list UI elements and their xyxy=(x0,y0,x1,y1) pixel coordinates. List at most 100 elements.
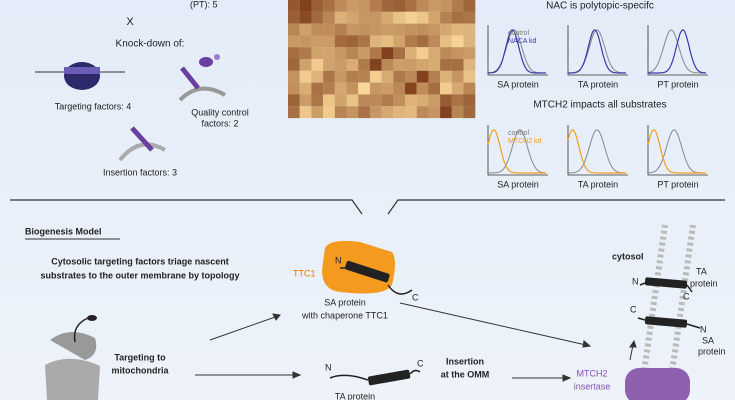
heatmap-cell xyxy=(381,47,394,60)
heatmap-cell xyxy=(311,11,324,24)
heatmap-cell xyxy=(451,35,464,48)
heatmap-cell xyxy=(369,106,382,119)
heatmap-cell xyxy=(323,106,335,119)
heatmap-cell xyxy=(299,106,312,119)
heatmap-cell xyxy=(311,47,324,60)
heatmap-cell xyxy=(416,47,429,60)
control-curve xyxy=(488,129,547,174)
heatmap-cell xyxy=(346,70,359,83)
heatmap-cell xyxy=(346,59,359,71)
heatmap-cell xyxy=(463,23,476,36)
heatmap-cell xyxy=(416,35,429,48)
heatmap-cell xyxy=(381,106,394,119)
plot-axis xyxy=(567,125,628,176)
heatmap-cell xyxy=(428,35,441,48)
heatmap-cell xyxy=(393,23,406,36)
heatmap-cell xyxy=(334,23,347,36)
heatmap-cell xyxy=(381,70,394,83)
ta-label: TA xyxy=(696,266,707,276)
heatmap-cell xyxy=(451,11,464,24)
qc-label: Quality control xyxy=(191,107,249,117)
heatmap-cell xyxy=(428,59,441,71)
heatmap-cell xyxy=(369,11,382,24)
heatmap-cell xyxy=(451,94,464,107)
heatmap-cell xyxy=(358,59,370,71)
heatmap-cell xyxy=(288,94,300,107)
heatmap-cell xyxy=(369,82,382,95)
heatmap-cell xyxy=(405,47,417,60)
heatmap-cell xyxy=(463,0,476,12)
heatmap-cell xyxy=(369,23,382,36)
heatmap-cell xyxy=(358,70,370,83)
mtch2-shape xyxy=(625,368,690,400)
heatmap-cell xyxy=(463,11,476,24)
heatmap-cell xyxy=(405,35,417,48)
heatmap-cell xyxy=(299,70,312,83)
summary: Cytosolic targeting factors triage nasce… xyxy=(51,256,229,266)
heatmap-cell xyxy=(405,94,417,107)
qc-icon xyxy=(178,54,227,102)
heatmap-cell xyxy=(393,47,406,60)
heatmap-cell xyxy=(334,94,347,107)
plot-axis xyxy=(647,125,708,176)
sa-rod xyxy=(345,260,390,283)
kd-curve xyxy=(487,29,546,74)
heatmap-cell xyxy=(451,106,464,119)
targeting-step: mitochondria xyxy=(111,365,169,375)
ta-caption: TA protein xyxy=(335,391,375,400)
heatmap-cell xyxy=(428,0,441,12)
heatmap-cell xyxy=(463,59,476,71)
plot-label: SA protein xyxy=(497,79,539,89)
heatmap-cell xyxy=(440,11,452,24)
heatmap-cell xyxy=(334,106,347,119)
heatmap-cell xyxy=(428,11,441,24)
ta-label: protein xyxy=(690,278,718,288)
heatmap-cell xyxy=(393,94,406,107)
heatmap-cell xyxy=(369,35,382,48)
heatmap-cell xyxy=(393,0,406,12)
heatmap-cell xyxy=(393,35,406,48)
heatmap-cell xyxy=(358,106,370,119)
heatmap-cell xyxy=(323,70,335,83)
heatmap-cell xyxy=(288,23,300,36)
heatmap-cell xyxy=(346,82,359,95)
heatmap-cell xyxy=(299,94,312,107)
heatmap-cell xyxy=(463,47,476,60)
heatmap-cell xyxy=(358,35,370,48)
panel-title: NAC is polytopic-specifc xyxy=(546,1,654,12)
legend-control: control xyxy=(508,130,529,137)
ta-rod xyxy=(367,369,411,386)
heatmap-cell xyxy=(381,94,394,107)
c-term: C xyxy=(630,304,637,314)
heatmap-cell xyxy=(334,59,347,71)
heatmap-cell xyxy=(416,0,429,12)
heatmap-cell xyxy=(311,70,324,83)
heatmap xyxy=(288,0,476,119)
heatmap-cell xyxy=(334,47,347,60)
heatmap-cell xyxy=(323,59,335,71)
heatmap-cell xyxy=(393,106,406,119)
heatmap-cell xyxy=(288,59,300,71)
n-term: N xyxy=(335,255,342,265)
heatmap-cell xyxy=(334,0,347,12)
heatmap-cell xyxy=(428,82,441,95)
heatmap-cell xyxy=(381,11,394,24)
heatmap-cell xyxy=(346,23,359,36)
sa-label: protein xyxy=(698,346,726,356)
plot-axis xyxy=(487,25,548,76)
heatmap-cell xyxy=(311,0,324,12)
qc-label: factors: 2 xyxy=(201,118,238,128)
plot-label: TA protein xyxy=(578,179,618,189)
heatmap-cell xyxy=(463,106,476,119)
heatmap-cell xyxy=(311,106,324,119)
heatmap-cell xyxy=(323,23,335,36)
cross: X xyxy=(126,16,134,28)
heatmap-cell xyxy=(440,35,452,48)
heatmap-cell xyxy=(416,23,429,36)
density-plots: SA protein TA protein PT proteincontrolNAC… xyxy=(487,25,708,189)
kd-curve xyxy=(647,129,706,174)
control-curve xyxy=(647,29,706,74)
heatmap-cell xyxy=(440,94,452,107)
insertase-label: insertase xyxy=(574,381,611,391)
heatmap-cell xyxy=(440,59,452,71)
